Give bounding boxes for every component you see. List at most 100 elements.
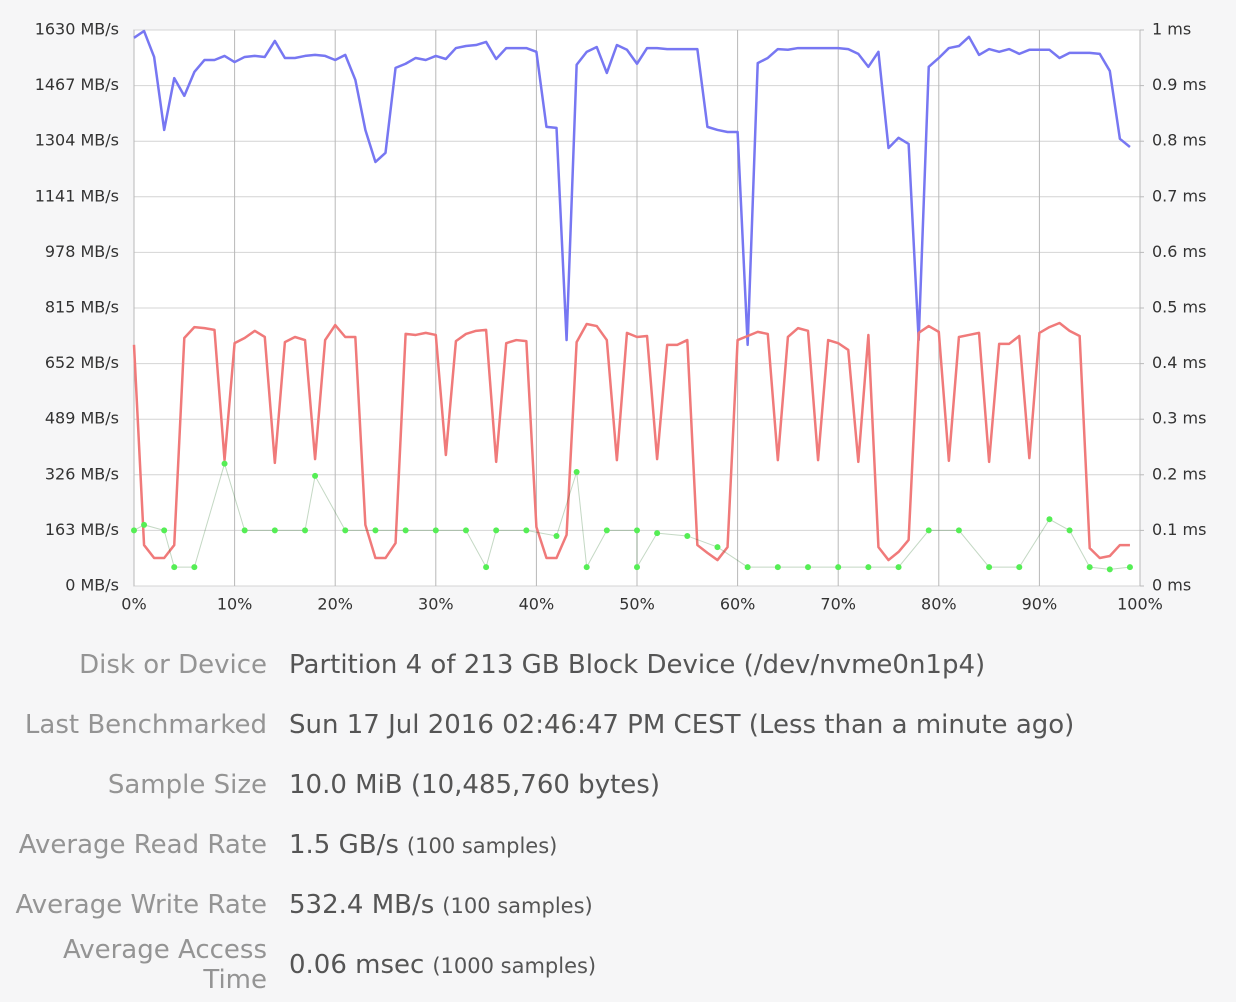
y2-tick-label: 0.2 ms	[1152, 464, 1206, 483]
y2-tick-label: 0.4 ms	[1152, 353, 1206, 372]
info-table: Disk or Device Partition 4 of 213 GB Bloc…	[0, 635, 1236, 995]
y2-tick-label: 0.6 ms	[1152, 242, 1206, 261]
y2-tick-label: 0.5 ms	[1152, 298, 1206, 317]
access-point	[241, 527, 248, 534]
access-point	[271, 527, 278, 534]
info-value: 1.5 GB/s (100 samples)	[289, 830, 557, 860]
access-point	[925, 527, 932, 534]
info-label: Average Access Time	[62, 935, 267, 995]
value-note: (100 samples)	[406, 834, 558, 858]
access-point	[774, 564, 781, 571]
y-tick-label: 489 MB/s	[45, 409, 119, 428]
info-label: Sample Size	[107, 770, 267, 800]
access-point	[462, 527, 469, 534]
access-point	[895, 564, 902, 571]
access-point	[191, 564, 198, 571]
info-label: Average Read Rate	[18, 830, 267, 860]
access-point	[634, 527, 640, 534]
access-point	[553, 532, 560, 539]
access-point	[684, 532, 691, 539]
access-point	[493, 527, 500, 534]
access-point	[1086, 564, 1093, 571]
access-point	[131, 527, 137, 534]
y-tick-label: 0 MB/s	[65, 576, 119, 595]
access-point	[161, 527, 168, 534]
x-tick-label: 90%	[1022, 595, 1058, 614]
value-note: (1000 samples)	[432, 954, 597, 978]
x-tick-label: 60%	[720, 595, 756, 614]
y-tick-label: 1467 MB/s	[35, 75, 119, 94]
y-tick-label: 652 MB/s	[45, 353, 119, 372]
access-point	[805, 564, 812, 571]
access-point	[302, 527, 309, 534]
value-text: 1.5 GB/s	[289, 830, 399, 860]
access-point	[1066, 527, 1073, 534]
x-tick-label: 50%	[619, 595, 655, 614]
info-row: Disk or Device Partition 4 of 213 GB Bloc…	[0, 635, 1236, 695]
value-text: Partition 4 of 213 GB Block Device (/dev…	[289, 650, 986, 680]
y-tick-label: 815 MB/s	[45, 298, 119, 317]
rate-line	[132, 321, 1130, 562]
x-tick-label: 40%	[519, 595, 555, 614]
access-point	[372, 527, 379, 534]
x-tick-label: 80%	[921, 595, 957, 614]
access-point	[986, 564, 993, 571]
access-point	[603, 527, 610, 534]
x-tick-label: 70%	[820, 595, 856, 614]
access-point	[865, 564, 872, 571]
value-text: 0.06 msec	[289, 950, 425, 980]
access-point	[141, 521, 148, 528]
info-label: Average Write Rate	[15, 890, 267, 920]
access-point	[312, 472, 319, 479]
access-point	[483, 564, 490, 571]
access-point	[171, 564, 178, 571]
x-tick-label: 0%	[121, 595, 146, 614]
access-point	[955, 527, 962, 534]
x-tick-label: 100%	[1117, 595, 1163, 614]
y2-tick-label: 0.3 ms	[1152, 409, 1206, 428]
info-label: Disk or Device	[79, 650, 267, 680]
info-value: Sun 17 Jul 2016 02:46:47 PM CEST (Less t…	[289, 710, 1074, 740]
y-tick-label: 978 MB/s	[45, 242, 119, 261]
info-row: Average Write Rate 532.4 MB/s (100 samples…	[0, 875, 1236, 935]
info-value: Partition 4 of 213 GB Block Device (/dev…	[289, 650, 985, 680]
y2-tick-label: 0.1 ms	[1152, 520, 1206, 539]
y-tick-label: 326 MB/s	[45, 464, 119, 483]
access-point	[1126, 564, 1133, 571]
access-point	[654, 530, 661, 537]
access-point	[432, 527, 439, 534]
value-text: Sun 17 Jul 2016 02:46:47 PM CEST (Less t…	[289, 710, 1075, 740]
info-row: Sample Size 10.0 MiB (10,485,760 bytes)	[0, 755, 1236, 815]
access-point	[634, 564, 640, 571]
access-point	[402, 527, 409, 534]
access-point	[573, 469, 580, 476]
access-point	[523, 527, 530, 534]
access-point	[744, 564, 751, 571]
info-row: Last Benchmarked Sun 17 Jul 2016 02:46:47…	[0, 695, 1236, 755]
access-point	[1016, 564, 1023, 571]
chart: 0 MB/s 163 MB/s 326 MB/s 489 MB/s 652 MB/s 81…	[35, 20, 1207, 614]
access-point	[1106, 566, 1113, 573]
value-text: 10.0 MiB (10,485,760 bytes)	[289, 770, 660, 800]
y2-tick-label: 0.7 ms	[1152, 186, 1206, 205]
y2-tick-label: 1 ms	[1152, 20, 1191, 39]
access-point	[714, 544, 721, 551]
access-line	[133, 461, 1130, 570]
access-point	[1046, 516, 1053, 523]
rate-line	[133, 29, 1131, 347]
y2-tick-label: 0.8 ms	[1152, 131, 1206, 150]
info-value: 0.06 msec (1000 samples)	[289, 950, 596, 980]
info-row: Average Access Time 0.06 msec (1000 sample…	[0, 935, 1236, 995]
info-value: 532.4 MB/s (100 samples)	[289, 890, 593, 920]
y-tick-label: 1630 MB/s	[35, 20, 119, 39]
access-point	[342, 527, 349, 534]
value-note: (100 samples)	[442, 894, 593, 918]
y2-tick-label: 0 ms	[1152, 576, 1191, 595]
info-label: Last Benchmarked	[24, 710, 267, 740]
y2-tick-label: 0.9 ms	[1152, 75, 1206, 94]
x-tick-label: 30%	[418, 595, 454, 614]
y-tick-label: 1141 MB/s	[35, 186, 119, 205]
y-tick-label: 1304 MB/s	[35, 131, 119, 150]
info-row: Average Read Rate 1.5 GB/s (100 samples)	[0, 815, 1236, 875]
